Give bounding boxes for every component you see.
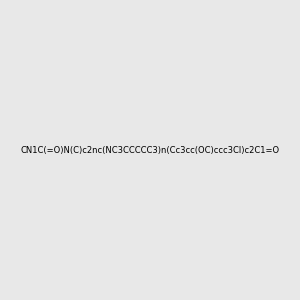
Text: CN1C(=O)N(C)c2nc(NC3CCCCC3)n(Cc3cc(OC)ccc3Cl)c2C1=O: CN1C(=O)N(C)c2nc(NC3CCCCC3)n(Cc3cc(OC)cc… [20,146,280,154]
